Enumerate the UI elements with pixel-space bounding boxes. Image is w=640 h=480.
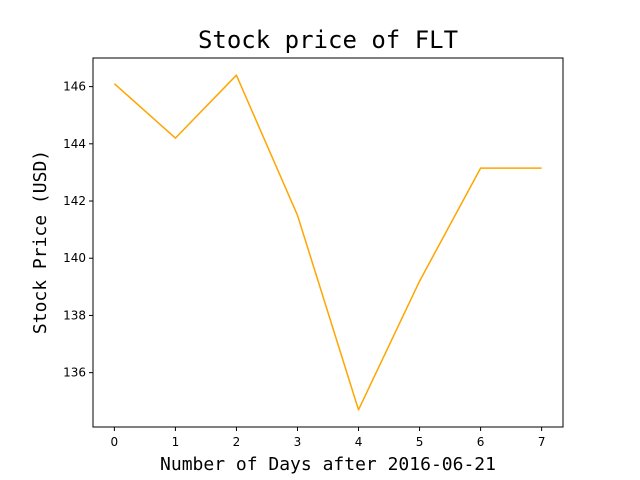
x-tick-label: 6 (477, 435, 485, 449)
y-axis-label: Stock Price (USD) (30, 150, 51, 334)
x-tick-label: 5 (416, 435, 424, 449)
y-axis: 136 138 140 142 144 146 (63, 80, 93, 380)
y-tick-label: 140 (63, 251, 86, 265)
x-tick-label: 7 (538, 435, 546, 449)
plot-area (92, 57, 564, 428)
x-tick-label: 4 (355, 435, 363, 449)
y-tick-label: 142 (63, 194, 86, 208)
x-tick-label: 1 (172, 435, 180, 449)
y-tick-label: 138 (63, 308, 86, 322)
x-tick-label: 2 (233, 435, 241, 449)
y-tick-label: 146 (63, 80, 86, 94)
y-tick-label: 136 (63, 366, 86, 380)
x-tick-label: 3 (294, 435, 302, 449)
x-axis-label: Number of Days after 2016-06-21 (160, 454, 496, 475)
chart-title: Stock price of FLT (198, 26, 458, 54)
x-axis: 0 1 2 3 4 5 6 7 (111, 427, 546, 449)
y-tick-label: 144 (63, 137, 86, 151)
series-line-0 (113, 74, 542, 411)
x-tick-label: 0 (111, 435, 119, 449)
axes-frame (92, 57, 564, 428)
